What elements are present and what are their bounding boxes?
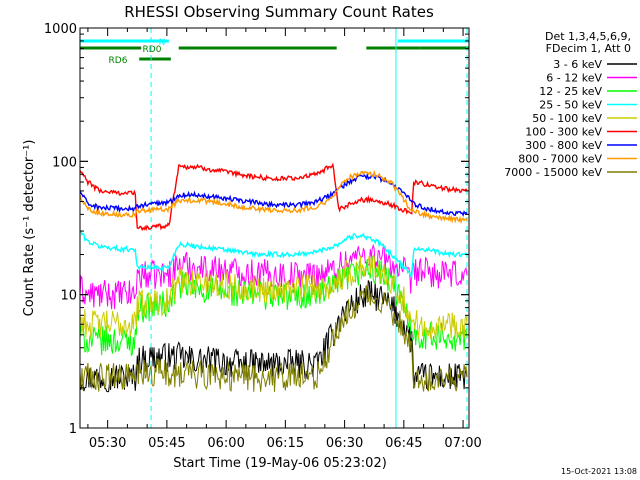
series-line-25-50-kev bbox=[79, 230, 468, 279]
flag-rd6-label: RD6 bbox=[109, 56, 128, 66]
series-line-800-7000-kev bbox=[79, 169, 468, 225]
legend-entry-label: 800 - 7000 keV bbox=[518, 153, 602, 166]
y-tick-label: 10 bbox=[60, 289, 77, 304]
series-line-300-800-kev bbox=[79, 172, 468, 217]
legend-header-line: Det 1,3,4,5,6,9, bbox=[545, 30, 631, 43]
legend-entry-label: 6 - 12 keV bbox=[546, 72, 602, 85]
x-tick-label: 06:30 bbox=[326, 436, 363, 451]
legend-entry-label: 300 - 800 keV bbox=[525, 139, 602, 152]
legend: Det 1,3,4,5,6,9,FDecim 1, Att 0 3 - 6 keV… bbox=[504, 30, 637, 179]
y-tick-label: 1000 bbox=[44, 22, 77, 37]
series-lines bbox=[79, 162, 468, 393]
series-line-100-300-kev bbox=[79, 162, 468, 232]
legend-entry-label: 7000 - 15000 keV bbox=[504, 166, 602, 179]
legend-entry-label: 25 - 50 keV bbox=[539, 99, 602, 112]
legend-entry-label: 12 - 25 keV bbox=[539, 85, 602, 98]
x-axis-label: Start Time (19-May-06 05:23:02) bbox=[173, 456, 387, 471]
y-axis-label: Count Rate (s⁻¹ detector⁻¹) bbox=[22, 140, 37, 317]
x-axis-ticks: 05:30 05:45 06:00 06:15 06:30 06:45 07:00 bbox=[87, 28, 482, 451]
x-tick-label: 06:00 bbox=[207, 436, 244, 451]
flag-n-label: N bbox=[159, 38, 166, 48]
series-line-7000-15000-kev bbox=[79, 285, 468, 392]
y-tick-label: 100 bbox=[52, 155, 77, 170]
series-line-50-100-kev bbox=[79, 254, 468, 339]
legend-header-line: FDecim 1, Att 0 bbox=[546, 42, 631, 55]
flag-rd0-label: RD0 bbox=[143, 45, 162, 55]
timestamp: 15-Oct-2021 13:08 bbox=[561, 467, 637, 476]
plot-frame bbox=[79, 27, 470, 429]
chart-title: RHESSI Observing Summary Count Rates bbox=[124, 3, 434, 21]
x-tick-label: 05:30 bbox=[89, 436, 126, 451]
y-tick-label: 1 bbox=[69, 422, 77, 437]
x-tick-label: 07:00 bbox=[444, 436, 481, 451]
legend-entry-label: 3 - 6 keV bbox=[553, 58, 602, 71]
legend-entry-label: 100 - 300 keV bbox=[525, 126, 602, 139]
y-axis-ticks: 1 10 100 1000 bbox=[44, 22, 469, 437]
x-tick-label: 05:45 bbox=[148, 436, 185, 451]
x-tick-label: 06:15 bbox=[267, 436, 304, 451]
legend-entry-label: 50 - 100 keV bbox=[532, 112, 602, 125]
x-tick-label: 06:45 bbox=[385, 436, 422, 451]
